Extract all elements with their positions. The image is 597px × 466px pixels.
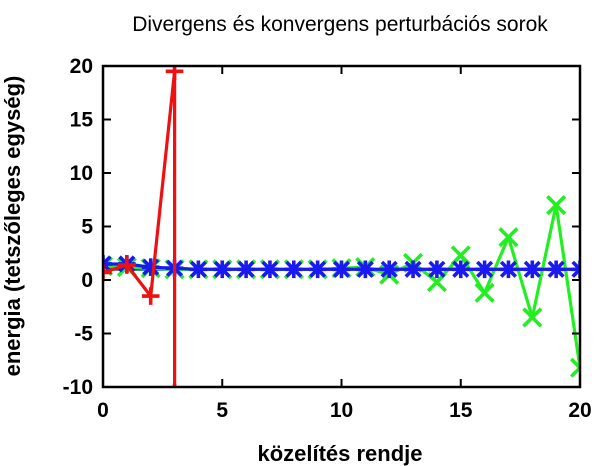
- series-3-point: [103, 255, 112, 273]
- series-3-point: [189, 260, 208, 279]
- series-3-point: [237, 260, 255, 279]
- plot-content: [103, 66, 580, 387]
- y-tick-label: -5: [74, 323, 93, 346]
- y-tick-label: -10: [63, 376, 93, 399]
- series-3-point: [523, 260, 542, 279]
- series-2-point: [474, 282, 495, 303]
- x-tick-label: 20: [568, 399, 591, 422]
- y-tick-label: 20: [70, 55, 93, 78]
- series-2-point: [569, 357, 580, 378]
- chart-title: Divergens és konvergens perturbációs sor…: [132, 13, 548, 36]
- series-3-point: [308, 260, 327, 279]
- series-3-point: [451, 260, 470, 279]
- series-1-point: [141, 287, 160, 305]
- series-3-point: [547, 260, 565, 279]
- y-axis: 20 15 10 5 0 -5 -10: [63, 55, 580, 399]
- series-3-point: [571, 260, 580, 279]
- x-axis: 0 5 10 15 20: [97, 66, 592, 422]
- series-1-point: [103, 263, 112, 282]
- x-tick-label: 15: [449, 399, 473, 422]
- series-1: [103, 66, 184, 387]
- y-tick-label: 0: [81, 269, 93, 292]
- series-3-point: [380, 260, 399, 279]
- series-3-point: [499, 260, 518, 279]
- series-3: [103, 255, 580, 279]
- x-tick-label: 10: [330, 399, 353, 422]
- series-3-point: [261, 260, 279, 279]
- series-3-point: [428, 260, 446, 279]
- series-3-point: [404, 260, 422, 279]
- series-3-point: [475, 260, 494, 279]
- series-3-point: [213, 260, 232, 279]
- series-2-point: [450, 245, 471, 266]
- series-2-point: [498, 227, 519, 248]
- y-tick-label: 15: [70, 109, 94, 132]
- series-2-point: [426, 272, 447, 293]
- series-1-line: [103, 69, 177, 387]
- series-1-point: [118, 256, 136, 274]
- x-tick-label: 0: [97, 399, 109, 422]
- x-tick-label: 5: [216, 399, 228, 422]
- y-tick-label: 5: [81, 216, 93, 239]
- y-axis-label: energia (tetszőleges egység): [0, 76, 25, 377]
- series-3-point: [332, 260, 351, 279]
- series-2-point: [522, 307, 543, 328]
- series-3-point: [356, 260, 375, 279]
- x-axis-label: közelítés rendje: [257, 441, 422, 466]
- series-2-point: [546, 195, 567, 216]
- series-2: [103, 195, 580, 378]
- series-3-point: [284, 260, 303, 279]
- y-tick-label: 10: [70, 162, 93, 185]
